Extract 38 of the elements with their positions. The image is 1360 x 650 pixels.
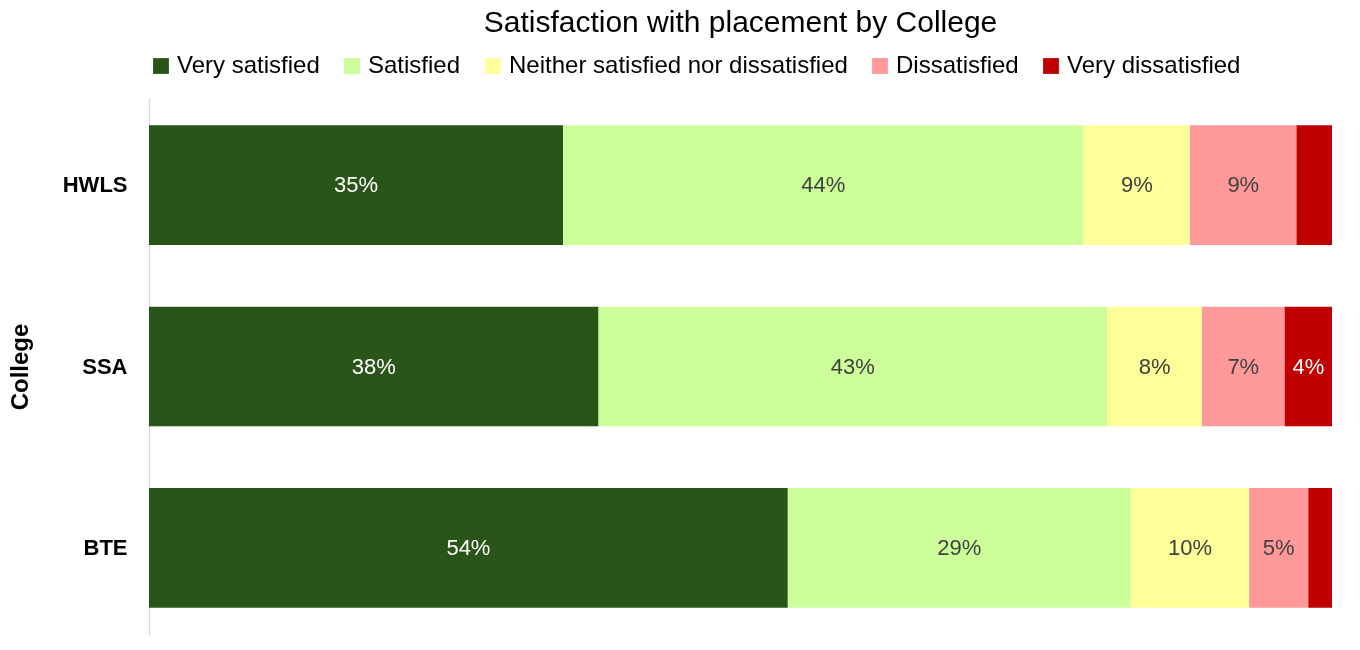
bar [1083, 125, 1191, 245]
data-label: 35% [334, 172, 379, 198]
data-label: 8% [1138, 353, 1171, 379]
bar [149, 306, 599, 427]
data-label: 9% [1227, 172, 1260, 198]
data-label: 44% [801, 172, 846, 198]
bar [149, 488, 788, 608]
bar [1201, 306, 1285, 427]
legend-label: Neither satisfied nor dissatisfied [509, 51, 848, 78]
bar [1284, 306, 1332, 427]
bar [1308, 488, 1332, 608]
legend-label: Very satisfied [177, 51, 320, 78]
bar [563, 125, 1084, 245]
data-label: 10% [1168, 534, 1213, 560]
data-label: 38% [351, 353, 396, 379]
bar [1190, 125, 1297, 245]
data-label: 4% [1292, 353, 1325, 379]
data-label: 5% [1262, 534, 1295, 560]
data-label: 7% [1227, 353, 1260, 379]
bar [787, 488, 1131, 608]
y-tick-label: BTE [83, 534, 128, 560]
y-tick-label: SSA [82, 353, 128, 379]
chart-title: Satisfaction with placement by College [483, 5, 998, 38]
bar [1130, 488, 1250, 608]
bar [598, 306, 1108, 427]
bar [1249, 488, 1309, 608]
legend-label: Satisfied [368, 51, 461, 78]
bar [1107, 306, 1202, 427]
bar [149, 125, 564, 245]
bar [1296, 125, 1332, 245]
legend-label: Very dissatisfied [1067, 51, 1241, 78]
data-label: 54% [446, 534, 491, 560]
y-axis-title: College [5, 323, 33, 411]
data-label: 43% [830, 353, 875, 379]
data-label: 9% [1120, 172, 1153, 198]
data-label: 29% [937, 534, 982, 560]
legend-label: Dissatisfied [896, 51, 1019, 78]
y-tick-label: HWLS [62, 172, 128, 198]
